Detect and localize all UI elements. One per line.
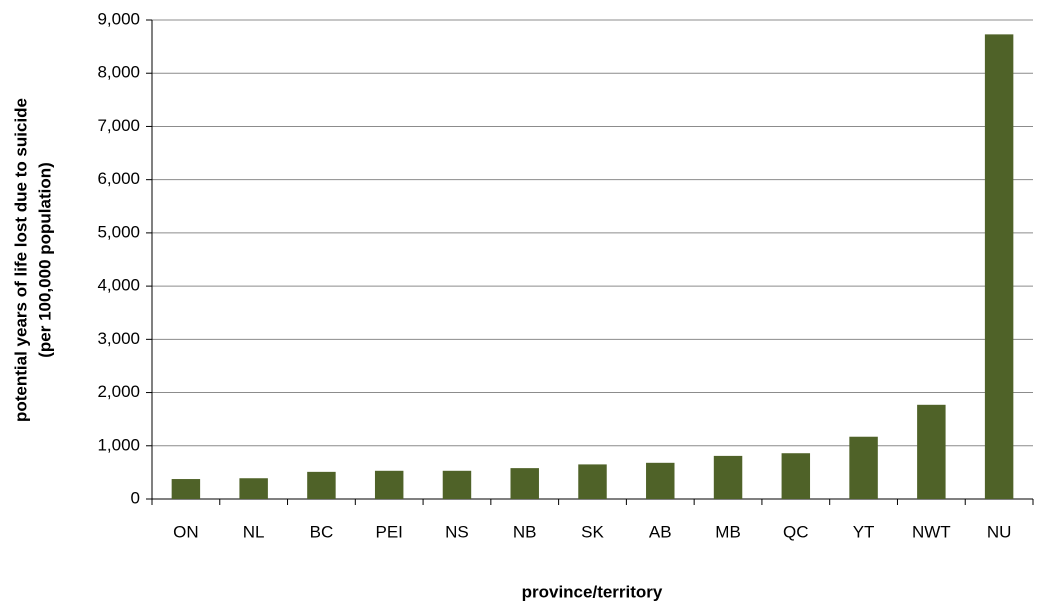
y-tick-label: 9,000 bbox=[97, 9, 140, 28]
x-tick-label: NWT bbox=[912, 522, 951, 541]
y-tick-label: 0 bbox=[131, 488, 140, 507]
bar bbox=[171, 479, 201, 499]
x-tick-label: NB bbox=[513, 522, 537, 541]
y-tick-label: 6,000 bbox=[97, 169, 140, 188]
y-tick-label: 5,000 bbox=[97, 222, 140, 241]
y-axis-title: (per 100,000 population) bbox=[35, 162, 54, 358]
x-tick-label: NS bbox=[445, 522, 469, 541]
x-tick-label: MB bbox=[715, 522, 741, 541]
bar bbox=[510, 468, 539, 499]
bar bbox=[374, 470, 404, 499]
bar bbox=[646, 462, 675, 499]
y-axis-title: potential years of life lost due to suic… bbox=[11, 98, 30, 422]
x-tick-label: BC bbox=[310, 522, 334, 541]
x-tick-label: QC bbox=[783, 522, 809, 541]
bar bbox=[917, 404, 946, 499]
y-tick-label: 8,000 bbox=[97, 63, 140, 82]
x-tick-label: AB bbox=[649, 522, 672, 541]
bar bbox=[713, 455, 743, 499]
y-tick-label: 3,000 bbox=[97, 329, 140, 348]
x-tick-label: NU bbox=[987, 522, 1012, 541]
bar bbox=[442, 470, 472, 499]
x-tick-label: ON bbox=[173, 522, 199, 541]
bar bbox=[849, 436, 878, 499]
x-tick-label: SK bbox=[581, 522, 604, 541]
bar bbox=[984, 34, 1014, 500]
x-tick-label: NL bbox=[243, 522, 265, 541]
y-tick-label: 2,000 bbox=[97, 382, 140, 401]
x-tick-label: PEI bbox=[375, 522, 402, 541]
bar bbox=[307, 471, 336, 499]
y-tick-label: 4,000 bbox=[97, 276, 140, 295]
x-axis-title: province/territory bbox=[522, 582, 663, 601]
bar bbox=[781, 453, 811, 499]
bar bbox=[578, 464, 607, 499]
y-tick-label: 7,000 bbox=[97, 116, 140, 135]
bar bbox=[239, 478, 268, 499]
x-tick-label: YT bbox=[853, 522, 875, 541]
y-tick-label: 1,000 bbox=[97, 435, 140, 454]
